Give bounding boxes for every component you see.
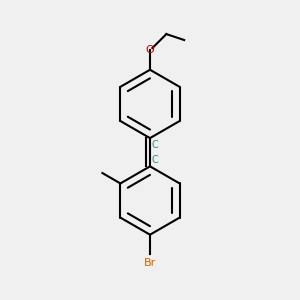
Text: Br: Br [144, 259, 156, 269]
Text: C: C [152, 140, 159, 150]
Text: O: O [146, 45, 154, 56]
Text: C: C [152, 155, 159, 165]
